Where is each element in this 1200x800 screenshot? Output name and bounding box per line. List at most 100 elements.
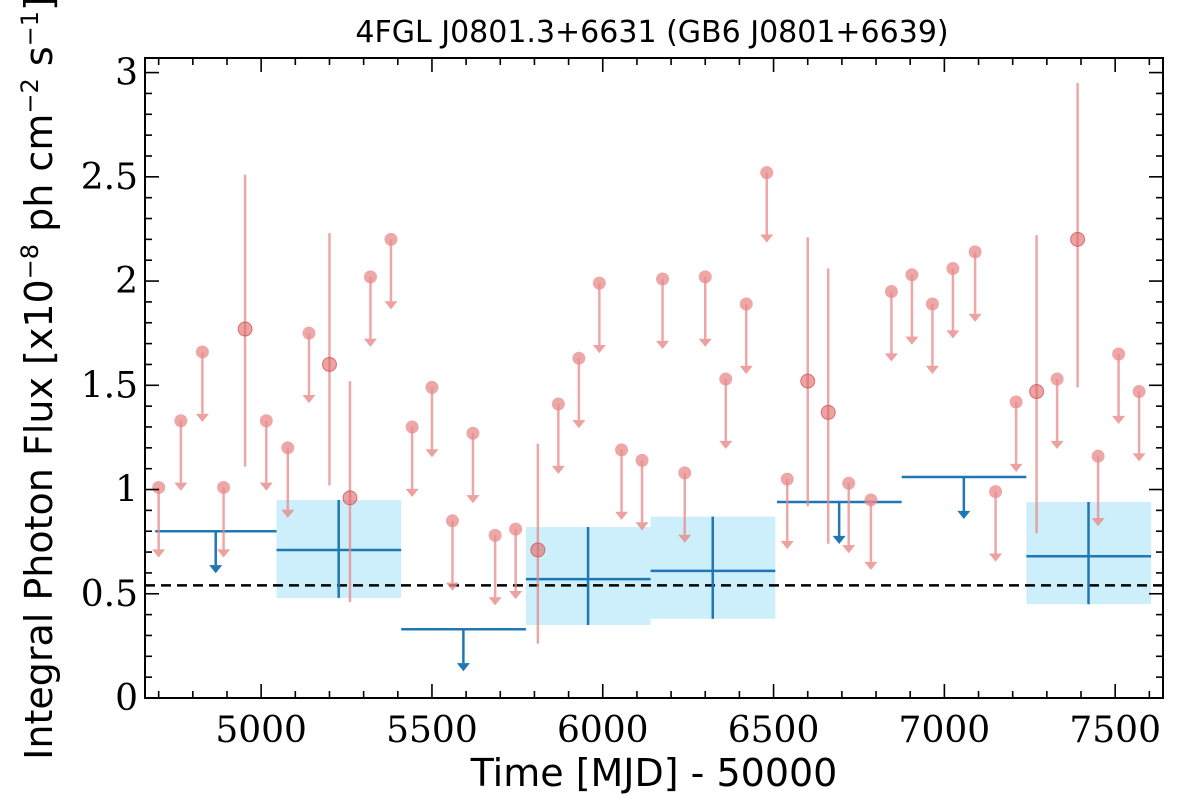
fine-upper-limit-arrow-22 — [698, 338, 712, 347]
fine-upper-limit-marker-6 — [302, 326, 316, 340]
y-axis-label-exp3: −1 — [16, 11, 44, 46]
plot-frame — [144, 57, 1164, 699]
x-tick-label-4: 7000 — [899, 710, 991, 751]
fine-upper-limit-marker-29 — [884, 284, 898, 298]
x-tick-label-1: 5500 — [386, 710, 478, 751]
fine-upper-limit-arrow-12 — [466, 495, 480, 504]
fine-upper-limit-arrow-5 — [281, 509, 295, 518]
fine-upper-limit-arrow-27 — [842, 545, 856, 554]
y-tick-label-0: 0 — [115, 678, 138, 719]
fine-upper-limit-arrow-34 — [989, 553, 1003, 562]
fine-upper-limit-marker-32 — [946, 262, 960, 276]
x-tick-label-0: 5000 — [215, 710, 307, 751]
fine-upper-limit-arrow-18 — [615, 511, 629, 520]
fine-upper-limit-arrow-1 — [174, 482, 188, 491]
fine-detection-marker-7 — [1070, 231, 1086, 247]
fine-upper-limit-marker-23 — [719, 372, 733, 386]
y-tick-label-4: 2 — [115, 261, 138, 302]
fine-upper-limit-marker-17 — [592, 276, 606, 290]
y-axis-label: Integral Photon Flux [x10−8 ph cm−2 s−1] — [16, 0, 61, 760]
y-axis-label-part3: s — [17, 46, 61, 78]
fine-upper-limit-marker-30 — [905, 268, 919, 282]
fine-upper-limit-arrow-4 — [259, 482, 273, 491]
fine-upper-limit-marker-28 — [864, 493, 878, 507]
y-tick-label-3: 1.5 — [81, 365, 138, 406]
fine-upper-limit-arrow-2 — [195, 413, 209, 422]
fine-upper-limit-marker-24 — [739, 297, 753, 311]
axis-ticks: 5000 5500 6000 6500 7000 7500 0 0.5 1 1.5 2 2.5 3 — [81, 53, 1163, 751]
fine-upper-limit-arrow-16 — [572, 420, 586, 429]
fine-upper-limit-arrow-8 — [384, 301, 398, 310]
fine-upper-limit-marker-0 — [152, 480, 166, 494]
fine-upper-limit-marker-38 — [1112, 347, 1126, 361]
y-tick-label-2: 1 — [115, 470, 138, 511]
fine-upper-limit-marker-12 — [466, 426, 480, 440]
fine-upper-limit-marker-5 — [281, 441, 295, 455]
fine-upper-limit-marker-7 — [363, 270, 377, 284]
fine-upper-limit-arrow-17 — [592, 345, 606, 354]
fine-upper-limit-marker-8 — [384, 232, 398, 246]
fine-upper-limit-arrow-10 — [425, 449, 439, 458]
fine-detection-marker-1 — [321, 356, 337, 372]
fine-detection-marker-5 — [820, 404, 836, 420]
fine-upper-limit-arrow-24 — [739, 365, 753, 374]
fine-upper-limit-arrow-11 — [445, 582, 459, 591]
x-tick-label-2: 6000 — [557, 710, 649, 751]
fine-upper-limit-marker-36 — [1050, 372, 1064, 386]
fine-upper-limit-marker-1 — [174, 414, 188, 428]
fine-upper-limit-arrow-31 — [925, 365, 939, 374]
fine-upper-limit-arrow-39 — [1132, 453, 1146, 462]
y-axis-label-part4: ] — [17, 0, 61, 11]
fine-detection-marker-4 — [800, 373, 816, 389]
fine-upper-limit-marker-16 — [572, 351, 586, 365]
coarse-upper-limit-arrow-3 — [957, 510, 971, 520]
y-axis-label-part1: Integral Photon Flux [x10 — [17, 279, 61, 760]
coarse-upper-limit-arrow-2 — [832, 535, 846, 545]
fine-upper-limit-arrow-15 — [551, 465, 565, 475]
fine-upper-limit-marker-31 — [925, 297, 939, 311]
fine-upper-limit-arrow-9 — [405, 488, 419, 497]
fine-upper-limit-marker-39 — [1132, 385, 1146, 399]
fine-upper-limit-marker-33 — [968, 245, 982, 259]
fine-upper-limit-arrow-0 — [152, 549, 166, 558]
y-tick-label-6: 3 — [115, 53, 138, 94]
fine-upper-limit-arrow-19 — [635, 522, 649, 531]
fine-upper-limit-arrow-7 — [363, 338, 377, 347]
fine-upper-limit-arrow-25 — [760, 234, 774, 243]
fine-upper-limit-arrow-26 — [780, 540, 794, 550]
plot-area — [145, 83, 1163, 672]
fine-detection-marker-2 — [342, 490, 358, 506]
fine-upper-limit-arrow-30 — [905, 336, 919, 345]
fine-upper-limit-arrow-6 — [302, 395, 316, 404]
y-axis-label-exp2: −2 — [16, 78, 44, 113]
fine-upper-limit-marker-18 — [615, 443, 629, 457]
fine-upper-limit-arrow-23 — [719, 440, 733, 450]
fine-upper-limit-marker-37 — [1091, 449, 1105, 463]
fine-upper-limit-marker-34 — [989, 485, 1003, 499]
fine-upper-limit-marker-14 — [509, 522, 523, 536]
chart-title: 4FGL J0801.3+6631 (GB6 J0801+6639) — [355, 15, 948, 50]
fine-upper-limit-marker-10 — [425, 380, 439, 394]
fine-upper-limit-marker-9 — [405, 420, 419, 434]
y-tick-label-5: 2.5 — [81, 157, 138, 198]
fine-upper-limit-arrow-28 — [864, 561, 878, 570]
x-axis-label: Time [MJD] - 50000 — [470, 751, 838, 795]
fine-upper-limit-arrow-38 — [1112, 415, 1126, 425]
y-axis-label-exp1: −8 — [16, 244, 44, 279]
fine-upper-limit-marker-22 — [698, 270, 712, 284]
y-axis-label-part2: ph cm — [17, 114, 61, 244]
coarse-upper-limit-arrow-1 — [456, 663, 470, 672]
fine-upper-limit-marker-19 — [635, 453, 649, 467]
fine-upper-limit-marker-27 — [842, 476, 856, 490]
fine-upper-limit-arrow-29 — [884, 353, 898, 362]
fine-upper-limit-arrow-13 — [488, 597, 502, 606]
x-tick-label-3: 6500 — [728, 710, 820, 751]
fine-upper-limit-marker-21 — [678, 466, 692, 480]
fine-upper-limit-marker-3 — [217, 480, 231, 494]
x-tick-label-5: 7500 — [1069, 710, 1161, 751]
fine-upper-limit-arrow-32 — [946, 330, 960, 339]
y-tick-label-1: 0.5 — [81, 574, 138, 615]
fine-upper-limit-marker-25 — [760, 166, 774, 180]
fine-upper-limit-marker-13 — [488, 528, 502, 542]
